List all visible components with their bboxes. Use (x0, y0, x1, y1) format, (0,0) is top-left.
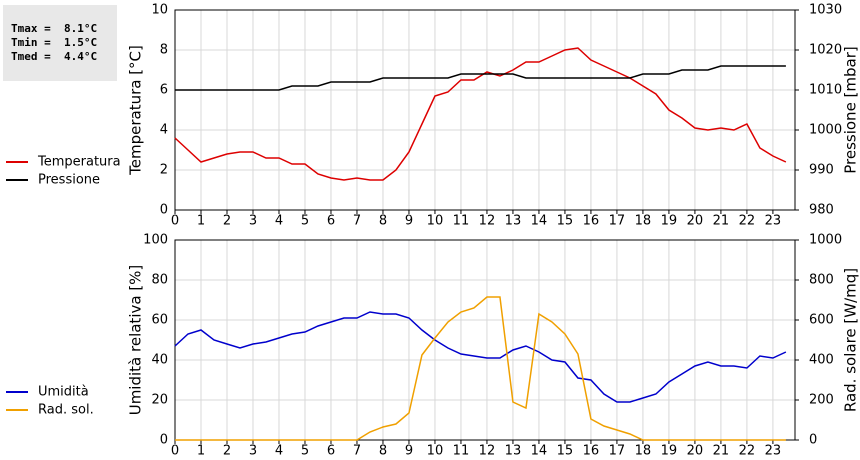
y-tick-label: 10 (151, 3, 168, 18)
y2-tick-label: 0 (809, 433, 817, 448)
x-tick-label: 4 (275, 444, 283, 459)
legend-label: Pressione (38, 173, 100, 188)
series-line (175, 296, 786, 441)
y-tick-label: 0 (160, 203, 168, 218)
x-tick-label: 23 (765, 214, 782, 229)
stats-box: Tmax = 8.1°C Tmin = 1.5°C Tmed = 4.4°C (3, 5, 117, 81)
y-tick-label: 2 (160, 163, 168, 178)
x-tick-label: 0 (171, 444, 179, 459)
y2-tick-label: 1010 (809, 83, 842, 98)
x-tick-label: 1 (197, 444, 205, 459)
x-tick-label: 16 (583, 444, 600, 459)
x-tick-label: 21 (713, 214, 730, 229)
stat: Tmed = 4.4°C (11, 50, 98, 63)
y2-axis-label: Rad. solare [W/mq] (842, 268, 860, 412)
x-tick-label: 19 (661, 214, 678, 229)
x-tick-label: 18 (635, 214, 652, 229)
y-tick-label: 0 (160, 433, 168, 448)
x-tick-label: 13 (505, 214, 522, 229)
x-tick-label: 12 (479, 214, 496, 229)
x-tick-label: 10 (427, 214, 444, 229)
x-tick-label: 7 (353, 214, 361, 229)
x-tick-label: 19 (661, 444, 678, 459)
x-tick-label: 20 (687, 214, 704, 229)
x-tick-label: 16 (583, 214, 600, 229)
y2-axis-label: Pressione [mbar] (842, 46, 860, 174)
plot-frame (174, 9, 796, 211)
x-tick-label: 9 (405, 214, 413, 229)
y2-tick-label: 990 (809, 163, 834, 178)
y-tick-label: 60 (151, 313, 168, 328)
y2-tick-label: 1030 (809, 3, 842, 18)
x-tick-label: 8 (379, 444, 387, 459)
x-tick-label: 4 (275, 214, 283, 229)
x-tick-label: 2 (223, 444, 231, 459)
stat: Tmin = 1.5°C (11, 36, 98, 49)
series-line (174, 311, 787, 403)
x-tick-label: 11 (453, 214, 470, 229)
legend-label: Temperatura (37, 155, 121, 170)
y2-tick-label: 980 (809, 203, 834, 218)
x-tick-label: 22 (739, 444, 756, 459)
x-tick-label: 3 (249, 444, 257, 459)
y2-tick-label: 200 (809, 393, 834, 408)
x-tick-label: 0 (171, 214, 179, 229)
x-tick-label: 11 (453, 444, 470, 459)
x-tick-label: 10 (427, 444, 444, 459)
stat: Tmax = 8.1°C (11, 22, 98, 35)
legend-label: Rad. sol. (38, 403, 94, 418)
x-tick-label: 6 (327, 214, 335, 229)
plot-frame (174, 239, 796, 441)
x-tick-label: 23 (765, 444, 782, 459)
y-axis-label: Umidità relativa [%] (127, 265, 145, 416)
y-tick-label: 100 (143, 233, 168, 248)
x-tick-label: 15 (557, 214, 574, 229)
x-tick-label: 6 (327, 444, 335, 459)
x-tick-label: 2 (223, 214, 231, 229)
x-tick-label: 20 (687, 444, 704, 459)
x-tick-label: 14 (531, 444, 548, 459)
x-tick-label: 5 (301, 444, 309, 459)
x-tick-label: 7 (353, 444, 361, 459)
x-tick-label: 1 (197, 214, 205, 229)
series-line (174, 47, 787, 181)
x-tick-label: 22 (739, 214, 756, 229)
y2-tick-label: 1020 (809, 43, 842, 58)
x-tick-label: 14 (531, 214, 548, 229)
x-tick-label: 15 (557, 444, 574, 459)
x-tick-label: 3 (249, 214, 257, 229)
y2-tick-label: 600 (809, 313, 834, 328)
x-tick-label: 12 (479, 444, 496, 459)
y2-tick-label: 400 (809, 353, 834, 368)
y-tick-label: 8 (160, 43, 168, 58)
y2-tick-label: 800 (809, 273, 834, 288)
y-tick-label: 4 (160, 123, 168, 138)
series-line (175, 65, 786, 91)
legend-label: Umidità (38, 385, 89, 400)
x-tick-label: 18 (635, 444, 652, 459)
x-tick-label: 21 (713, 444, 730, 459)
y-tick-label: 20 (151, 393, 168, 408)
y-tick-label: 40 (151, 353, 168, 368)
y-tick-label: 6 (160, 83, 168, 98)
y2-tick-label: 1000 (809, 123, 842, 138)
x-tick-label: 5 (301, 214, 309, 229)
x-tick-label: 8 (379, 214, 387, 229)
x-tick-label: 9 (405, 444, 413, 459)
y2-tick-label: 1000 (809, 233, 842, 248)
x-tick-label: 17 (609, 214, 626, 229)
y-tick-label: 80 (151, 273, 168, 288)
y-axis-label: Temperatura [°C] (127, 45, 145, 176)
x-tick-label: 13 (505, 444, 522, 459)
x-tick-label: 17 (609, 444, 626, 459)
